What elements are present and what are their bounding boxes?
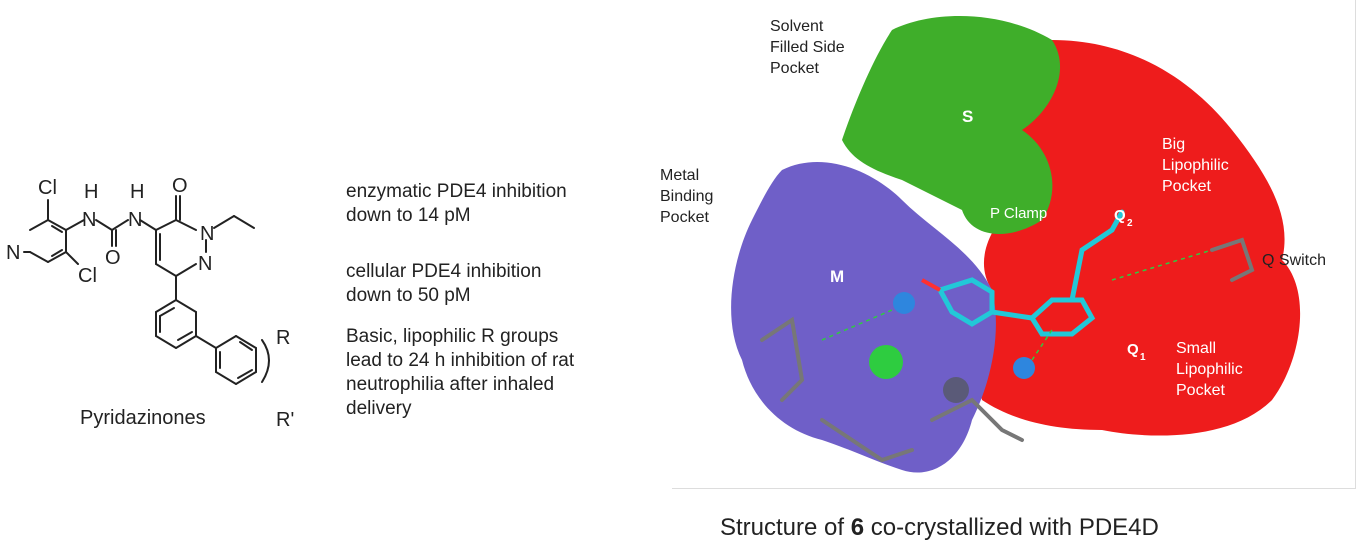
atom-h2: H: [130, 181, 144, 203]
render-frame: [672, 0, 1356, 489]
metal-binding-surface: [731, 161, 996, 473]
label-q1-subscript: 1: [1140, 352, 1146, 363]
caption-compound-number: 6: [850, 514, 865, 541]
pocket-surface-render: S M P Clamp Q 2 Q 1: [731, 16, 1301, 473]
label-p-clamp: P Clamp: [990, 205, 1047, 222]
label-q-switch: Q Switch: [1262, 252, 1327, 269]
substituent-r-prime: R': [276, 409, 294, 431]
label-q2-subscript: 2: [1127, 218, 1133, 229]
label-s: S: [962, 107, 973, 126]
atom-n-ring1: N: [200, 223, 214, 245]
compound-class-label: Pyridazinones: [80, 407, 206, 429]
pyridazinone-structure: Cl Cl N H N H N O O N N R R': [6, 175, 294, 431]
atom-cl-top: Cl: [38, 177, 57, 199]
atom-n-ring2: N: [198, 253, 212, 275]
atom-cl-bottom: Cl: [78, 265, 97, 287]
atom-n-pyridine: N: [6, 242, 20, 264]
atom-o-urea: O: [105, 247, 121, 269]
atom-h1: H: [84, 181, 98, 203]
label-q2: Q: [1114, 207, 1126, 224]
bullet-basic-groups: Basic, lipophilic R groups lead to 24 h …: [346, 326, 575, 419]
big-lipophilic-surface: [975, 40, 1301, 436]
atom-n2: N: [128, 209, 142, 231]
caption-suffix: co-crystallized with PDE4D: [864, 514, 1159, 541]
caption-prefix: Structure of: [720, 514, 851, 541]
label-solvent-pocket: Solvent Filled Side Pocket: [770, 18, 845, 77]
atom-o-carbonyl: O: [172, 175, 188, 197]
substituent-r: R: [276, 327, 290, 349]
solvent-pocket-surface: [842, 16, 1061, 234]
label-metal-pocket: Metal Binding Pocket: [660, 167, 714, 226]
atom-n1: N: [82, 209, 96, 231]
label-q1: Q: [1127, 341, 1139, 358]
label-m: M: [830, 267, 844, 286]
bullet-cellular: cellular PDE4 inhibition down to 50 pM: [346, 261, 542, 306]
figure-caption: Structure of 6 co-crystallized with PDE4…: [720, 514, 1159, 542]
bullet-enzymatic: enzymatic PDE4 inhibition down to 14 pM: [346, 181, 567, 226]
label-small-lipophilic-pocket: Small Lipophilic Pocket: [1176, 340, 1243, 399]
label-big-lipophilic-pocket: Big Lipophilic Pocket: [1162, 136, 1229, 195]
